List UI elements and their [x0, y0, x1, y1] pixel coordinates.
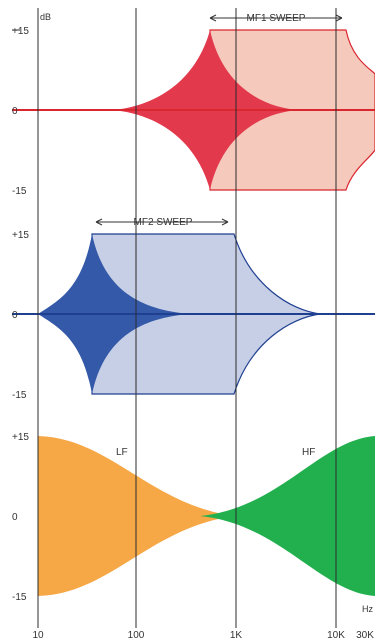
mf1-sweep-arrow [209, 14, 343, 22]
frequency-tick-label: 10K [327, 630, 345, 641]
frequency-grid [12, 8, 337, 628]
db-tick-label: +15 [12, 432, 29, 443]
db-tick-label: -15 [12, 186, 27, 197]
hz-unit-label: Hz [362, 604, 373, 614]
db-tick-label: +15 [12, 26, 29, 37]
db-tick-label: -15 [12, 390, 27, 401]
frequency-tick-label: 10 [32, 630, 44, 641]
db-tick-label: 0 [12, 512, 18, 523]
frequency-axis-labels: 10 100 1K 10K 30K [32, 630, 374, 641]
mf2-sweep-arrow [95, 218, 229, 226]
db-tick-label: 0 [12, 310, 18, 321]
panel-shelf: LF HF [38, 436, 375, 596]
db-tick-label: -15 [12, 592, 27, 603]
db-tick-label: +15 [12, 230, 29, 241]
panel-mf2: MF2 SWEEP [12, 217, 375, 395]
mf2-sweep-label: MF2 SWEEP [134, 217, 193, 228]
db-axis-labels: +15 0 -15 +15 0 -15 +15 0 -15 [12, 26, 29, 603]
frequency-tick-label: 1K [230, 630, 243, 641]
frequency-tick-label: 100 [128, 630, 145, 641]
hf-label: HF [302, 447, 315, 458]
hf-shelf-curve [200, 436, 375, 596]
db-tick-label: 0 [12, 106, 18, 117]
db-unit-label: dB [40, 12, 51, 22]
frequency-tick-label: 30K [356, 630, 374, 641]
panel-mf1: MF1 SWEEP [12, 13, 375, 191]
lf-label: LF [116, 447, 128, 458]
mf1-sweep-label: MF1 SWEEP [247, 13, 306, 24]
